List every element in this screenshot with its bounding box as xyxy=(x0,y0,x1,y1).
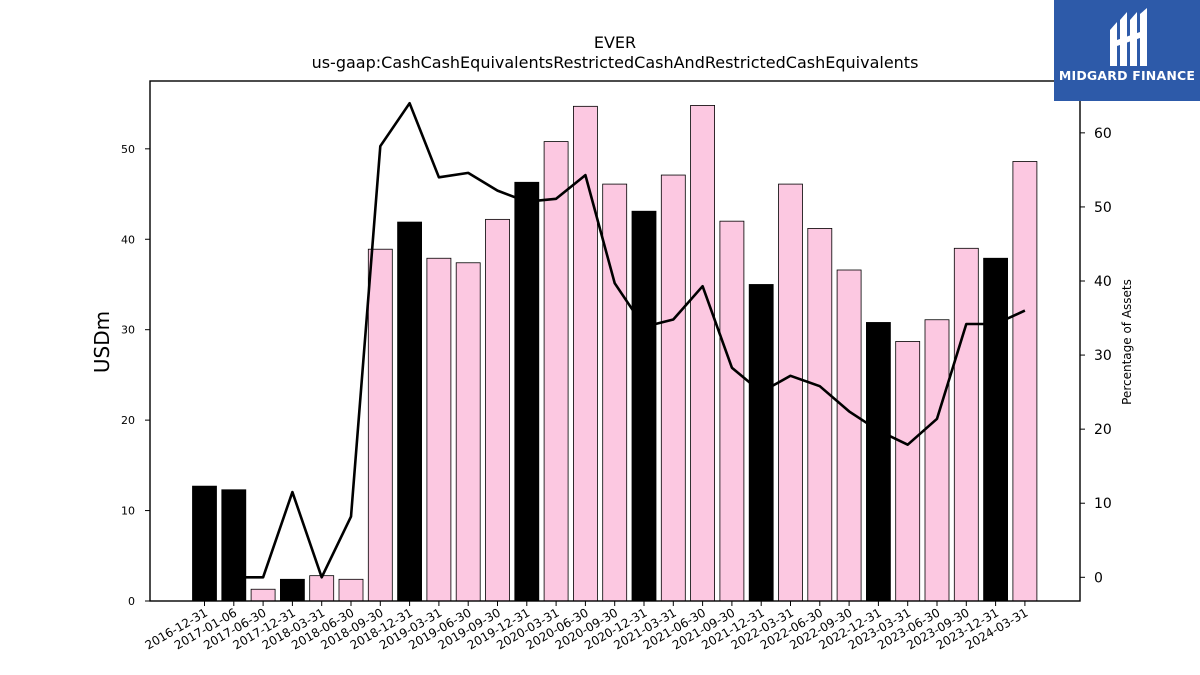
bar-2021-09-30 xyxy=(719,220,745,602)
bar-2022-09-30 xyxy=(836,269,862,602)
y2-axis-label: Percentage of Assets xyxy=(1120,279,1134,405)
bar-2022-03-31 xyxy=(778,183,803,602)
y-tick-label: 10 xyxy=(121,505,135,518)
bar-2023-06-30 xyxy=(924,319,950,602)
bar-2016-12-31 xyxy=(192,485,217,602)
y2-tick-label: 50 xyxy=(1094,200,1112,216)
bar-2019-06-30 xyxy=(455,262,481,602)
bar-2019-03-31 xyxy=(426,257,452,602)
midgard-logo-icon xyxy=(1110,8,1147,66)
bar-2021-03-31 xyxy=(660,174,686,602)
bar-2024-03-31 xyxy=(1012,161,1038,602)
y-tick-label: 40 xyxy=(121,233,135,246)
bar-2018-12-31 xyxy=(397,221,423,602)
y-tick-label: 50 xyxy=(121,143,135,156)
y-tick-label: 0 xyxy=(128,595,135,608)
y2-tick-label: 30 xyxy=(1094,348,1112,364)
y-axis-label: USDm xyxy=(90,311,114,373)
bar-2022-12-31 xyxy=(866,322,891,602)
chart-title: EVER xyxy=(593,33,637,52)
bar-2019-09-30 xyxy=(485,218,510,602)
chart-subtitle: us-gaap:CashCashEquivalentsRestrictedCas… xyxy=(311,53,919,72)
y2-tick-label: 20 xyxy=(1094,422,1112,438)
bar-2018-09-30 xyxy=(367,248,393,602)
bars-group xyxy=(192,105,1038,602)
bar-2023-09-30 xyxy=(953,247,979,602)
brand-name: MIDGARD FINANCE xyxy=(1058,68,1196,83)
bar-2022-06-30 xyxy=(807,228,833,602)
bar-2017-12-31 xyxy=(279,578,305,602)
y2-tick-label: 0 xyxy=(1094,570,1103,586)
line-group xyxy=(233,101,1026,579)
y-tick-label: 20 xyxy=(121,414,135,427)
bar-2017-01-06 xyxy=(221,489,247,602)
y-tick-label: 30 xyxy=(121,324,135,337)
bar-2020-06-30 xyxy=(573,105,598,602)
bar-2020-03-31 xyxy=(543,141,569,602)
bar-2021-06-30 xyxy=(690,105,715,602)
brand-logo: MIDGARD FINANCE xyxy=(1054,0,1200,101)
bar-2020-12-31 xyxy=(631,210,657,602)
bar-2023-12-31 xyxy=(983,257,1008,602)
bar-2018-03-31 xyxy=(309,575,335,602)
bar-2017-06-30 xyxy=(250,588,276,602)
y2-tick-label: 60 xyxy=(1094,126,1112,142)
bar-2019-12-31 xyxy=(514,181,540,602)
bar-2021-12-31 xyxy=(748,284,774,602)
bar-2023-03-31 xyxy=(895,341,921,602)
y2-tick-label: 10 xyxy=(1094,496,1112,512)
percentage-line xyxy=(233,101,1026,579)
bar-2018-06-30 xyxy=(338,578,364,602)
y2-tick-label: 40 xyxy=(1094,274,1112,290)
bar-2020-09-30 xyxy=(602,183,628,602)
